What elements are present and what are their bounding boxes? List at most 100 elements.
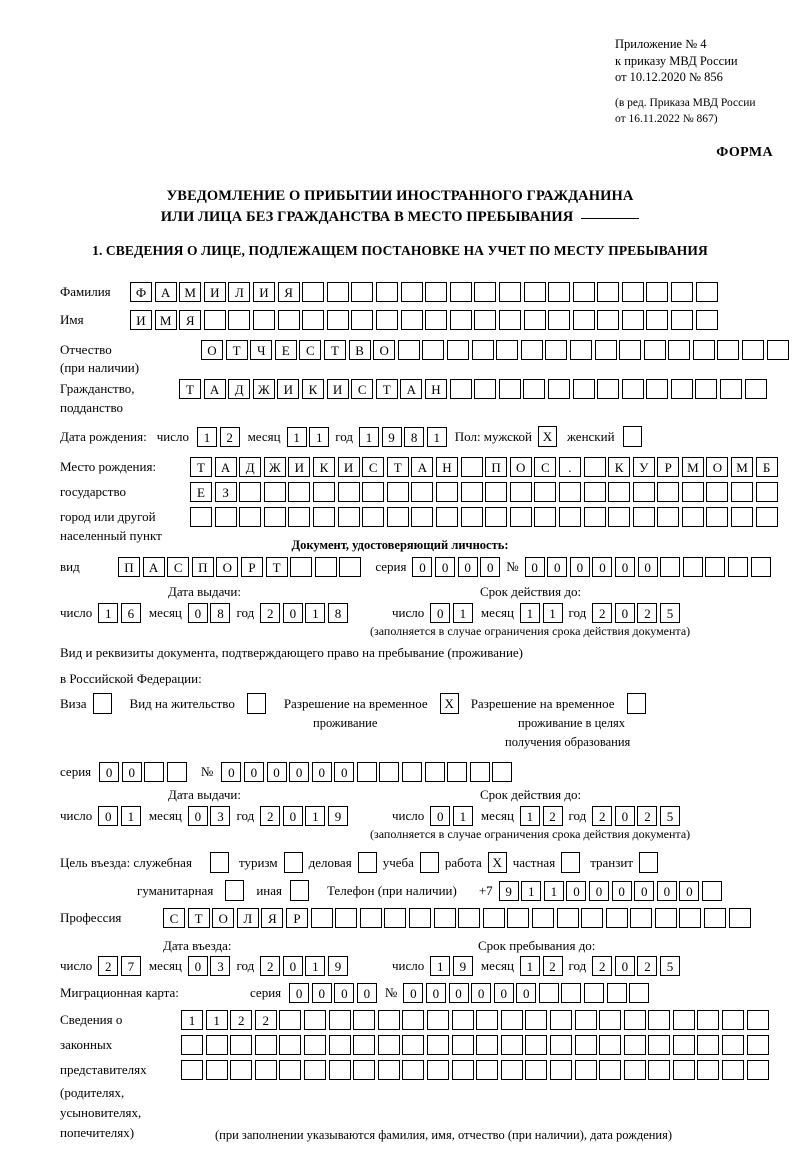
char-cell[interactable] [569, 340, 592, 360]
char-cell[interactable] [507, 908, 530, 928]
char-cell[interactable] [672, 1060, 695, 1080]
char-cell[interactable]: 3 [210, 956, 231, 976]
char-cell[interactable] [377, 1035, 400, 1055]
char-cell[interactable] [671, 310, 694, 330]
char-cell[interactable] [668, 340, 691, 360]
char-cell[interactable] [746, 1060, 769, 1080]
char-cell[interactable] [181, 1060, 203, 1080]
char-cell[interactable] [303, 1035, 326, 1055]
char-cell[interactable] [422, 340, 445, 360]
char-cell[interactable]: 5 [660, 806, 681, 826]
char-cell[interactable]: Б [755, 457, 778, 477]
char-cell[interactable] [572, 282, 595, 302]
char-cell[interactable] [657, 507, 680, 527]
char-cell[interactable] [648, 1010, 671, 1030]
char-cell[interactable] [605, 908, 628, 928]
char-cell[interactable] [545, 340, 568, 360]
char-cell[interactable]: 9 [381, 426, 402, 447]
char-cell[interactable]: Е [190, 482, 212, 502]
char-cell[interactable] [742, 340, 765, 360]
char-cell[interactable]: 8 [328, 603, 349, 623]
char-cell[interactable]: 9 [452, 956, 473, 976]
char-cell[interactable] [328, 1010, 351, 1030]
char-cell[interactable]: Н [435, 457, 458, 477]
char-cell[interactable]: Л [236, 908, 259, 928]
char-cell[interactable] [351, 310, 374, 330]
char-cell[interactable] [400, 282, 423, 302]
char-cell[interactable]: 0 [289, 983, 310, 1003]
char-cell[interactable]: А [214, 457, 237, 477]
char-cell[interactable]: 0 [282, 956, 303, 976]
char-cell[interactable]: А [154, 282, 177, 302]
char-cell[interactable] [599, 1010, 622, 1030]
char-cell[interactable]: М [154, 310, 177, 330]
char-cell[interactable] [424, 762, 445, 782]
char-cell[interactable] [597, 379, 620, 399]
char-cell[interactable] [426, 1010, 449, 1030]
char-cell[interactable]: К [608, 457, 631, 477]
char-cell[interactable] [706, 482, 729, 502]
char-cell[interactable]: 0 [611, 880, 632, 901]
char-cell[interactable] [474, 310, 497, 330]
char-cell[interactable]: Е [274, 340, 297, 360]
char-cell[interactable] [460, 482, 483, 502]
char-cell[interactable] [706, 507, 729, 527]
char-cell[interactable]: 9 [498, 880, 519, 901]
char-cell[interactable] [353, 1010, 376, 1030]
char-cell[interactable] [623, 1010, 646, 1030]
char-cell[interactable]: М [731, 457, 754, 477]
char-cell[interactable]: 2 [592, 603, 613, 623]
char-cell[interactable] [572, 379, 595, 399]
char-cell[interactable] [485, 507, 508, 527]
char-cell[interactable] [755, 482, 778, 502]
char-cell[interactable] [384, 908, 407, 928]
char-cell[interactable] [606, 983, 627, 1003]
char-cell[interactable] [435, 482, 458, 502]
char-cell[interactable] [646, 282, 669, 302]
char-cell[interactable] [362, 507, 385, 527]
char-cell[interactable] [720, 379, 743, 399]
char-cell[interactable]: 0 [569, 557, 590, 577]
char-cell[interactable] [496, 340, 519, 360]
char-cell[interactable] [303, 1010, 326, 1030]
purpose-work-checkbox[interactable]: X [487, 852, 507, 873]
char-cell[interactable]: 0 [266, 762, 287, 782]
char-cell[interactable]: Ф [130, 282, 152, 302]
char-cell[interactable] [492, 762, 513, 782]
char-cell[interactable] [214, 507, 237, 527]
char-cell[interactable]: Ч [250, 340, 273, 360]
char-cell[interactable]: А [203, 379, 226, 399]
char-cell[interactable] [599, 1035, 622, 1055]
char-cell[interactable]: 1 [519, 806, 540, 826]
char-cell[interactable] [599, 1060, 622, 1080]
char-cell[interactable]: Р [285, 908, 308, 928]
char-cell[interactable]: 0 [311, 762, 332, 782]
char-cell[interactable] [326, 282, 349, 302]
char-cell[interactable]: С [167, 557, 190, 577]
char-cell[interactable]: О [216, 557, 239, 577]
char-cell[interactable]: И [203, 282, 226, 302]
char-cell[interactable]: Т [323, 340, 346, 360]
visa-checkbox[interactable] [92, 693, 112, 714]
legal-rep-input-row3[interactable] [181, 1060, 769, 1080]
char-cell[interactable]: 1 [305, 806, 326, 826]
char-cell[interactable] [702, 880, 722, 901]
char-cell[interactable]: 1 [181, 1010, 203, 1030]
char-cell[interactable]: 0 [516, 983, 537, 1003]
char-cell[interactable]: 0 [457, 557, 478, 577]
char-cell[interactable]: А [400, 379, 423, 399]
char-cell[interactable]: Т [225, 340, 248, 360]
char-cell[interactable] [252, 310, 275, 330]
char-cell[interactable]: У [632, 457, 655, 477]
char-cell[interactable]: Ж [263, 457, 286, 477]
char-cell[interactable] [657, 482, 680, 502]
char-cell[interactable]: 0 [589, 880, 610, 901]
char-cell[interactable] [744, 379, 767, 399]
